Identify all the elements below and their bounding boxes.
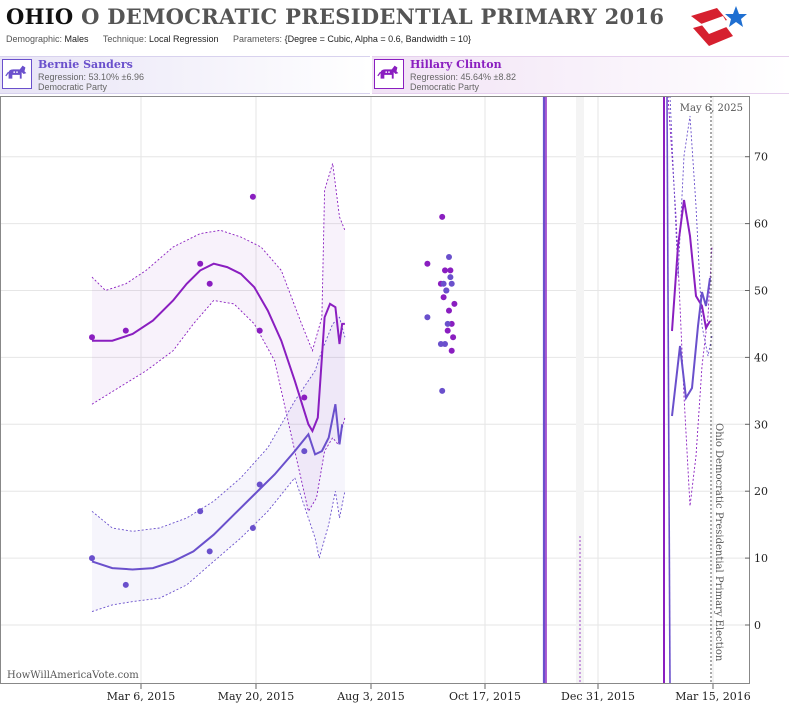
poll-point	[301, 448, 308, 455]
poll-point	[197, 508, 204, 515]
poll-point	[424, 260, 431, 267]
poll-point	[122, 581, 129, 588]
candidate-card-clinton: Hillary Clinton Regression: 45.64% ±8.82…	[372, 56, 789, 94]
page-title: OHIO O DEMOCRATIC PRESIDENTIAL PRIMARY 2…	[6, 4, 664, 29]
poll-point	[444, 327, 451, 334]
confidence-bands	[91, 96, 713, 613]
y-tick-label: 10	[754, 552, 768, 565]
x-tick-label: Mar 15, 2016	[675, 690, 751, 703]
chart-axes: Mar 6, 2015 May 20, 2015 Aug 3, 2015 Oct 17…	[0, 96, 768, 703]
regression-chart: Mar 6, 2015 May 20, 2015 Aug 3, 2015 Oct 17…	[0, 96, 768, 703]
technique-label: Technique:	[102, 34, 147, 44]
poll-point	[443, 287, 450, 294]
chart-grid	[0, 96, 750, 684]
poll-point	[446, 254, 452, 260]
confidence-band	[92, 317, 345, 612]
poll-point	[424, 314, 431, 321]
header: OHIO O DEMOCRATIC PRESIDENTIAL PRIMARY 2…	[0, 0, 789, 56]
band-upper-line	[91, 163, 346, 353]
poll-point	[447, 274, 454, 281]
poll-point	[256, 481, 263, 488]
poll-point	[448, 280, 455, 287]
demographic-value: Males	[64, 34, 89, 44]
x-tick-label: Mar 6, 2015	[107, 690, 176, 703]
band-lower-line	[91, 476, 346, 613]
poll-point	[122, 327, 129, 334]
poll-point	[89, 555, 95, 562]
y-tick-label: 20	[754, 485, 768, 498]
poll-point	[256, 327, 263, 334]
poll-point	[440, 294, 447, 301]
poll-point	[451, 300, 458, 307]
candidate-regression: Regression: 53.10% ±6.96	[38, 72, 145, 82]
y-tick-label: 30	[754, 418, 768, 431]
poll-point	[447, 267, 454, 274]
y-tick-label: 50	[754, 285, 768, 298]
candidate-party: Democratic Party	[38, 82, 108, 92]
x-tick-label: May 20, 2015	[218, 690, 295, 703]
trend-line	[92, 262, 345, 434]
poll-point	[450, 334, 457, 341]
poll-point	[197, 260, 204, 267]
poll-point	[444, 320, 451, 327]
confidence-band	[92, 163, 345, 512]
y-tick-label: 40	[754, 351, 768, 364]
y-tick-label: 0	[754, 619, 761, 632]
site-logo	[691, 6, 747, 46]
x-tick-label: Oct 17, 2015	[449, 690, 521, 703]
poll-point	[448, 347, 455, 354]
band-lower-line	[669, 96, 713, 357]
poll-point	[446, 307, 452, 314]
candidate-name: Bernie Sanders	[38, 58, 133, 71]
poll-point	[206, 280, 213, 287]
chart-spikes	[542, 96, 671, 685]
demographic-label: Demographic:	[6, 34, 63, 44]
poll-point	[206, 548, 213, 555]
today-label: May 6, 2025	[680, 103, 743, 114]
parameters-value: {Degree = Cubic, Alpha = 0.6, Bandwidth …	[284, 34, 471, 44]
candidate-party: Democratic Party	[410, 82, 480, 92]
poll-point	[439, 213, 446, 220]
y-tick-label: 70	[754, 151, 768, 164]
poll-point	[249, 193, 256, 200]
title-state: OHIO	[6, 4, 74, 29]
trend-line	[91, 404, 344, 571]
poll-point	[249, 525, 256, 531]
plot-frame	[0, 96, 750, 684]
poll-point	[301, 394, 308, 401]
divergence-spike	[666, 96, 671, 685]
poll-point	[439, 387, 446, 394]
trend-lines	[91, 199, 711, 571]
y-tick-label: 60	[754, 218, 768, 231]
technique-value: Local Regression	[148, 34, 219, 44]
candidate-card-sanders: Bernie Sanders Regression: 53.10% ±6.96 …	[0, 56, 370, 94]
data-gap-shade	[576, 96, 584, 684]
x-tick-label: Aug 3, 2015	[336, 690, 405, 703]
trend-line-election	[671, 199, 711, 332]
watermark: HowWillAmericaVote.com	[7, 670, 139, 681]
donkey-icon	[374, 59, 404, 89]
trend-line-election	[671, 277, 711, 417]
poll-points	[89, 193, 458, 588]
election-label: Ohio Democratic Presidential Primary Ele…	[713, 423, 724, 662]
poll-point	[437, 341, 444, 347]
poll-point	[440, 280, 447, 287]
poll-point	[89, 334, 95, 341]
parameters-label: Parameters:	[233, 34, 283, 44]
band-lower-line	[91, 300, 346, 513]
candidate-regression: Regression: 45.64% ±8.82	[410, 72, 517, 82]
donkey-icon	[2, 59, 32, 89]
chart-parameters: Demographic: Males Technique: Local Regr…	[6, 34, 483, 44]
x-tick-label: Dec 31, 2015	[561, 690, 635, 703]
title-rest: O DEMOCRATIC PRESIDENTIAL PRIMARY 2016	[81, 4, 665, 29]
poll-point	[442, 341, 448, 347]
poll-point	[442, 267, 448, 274]
candidate-name: Hillary Clinton	[410, 58, 502, 71]
